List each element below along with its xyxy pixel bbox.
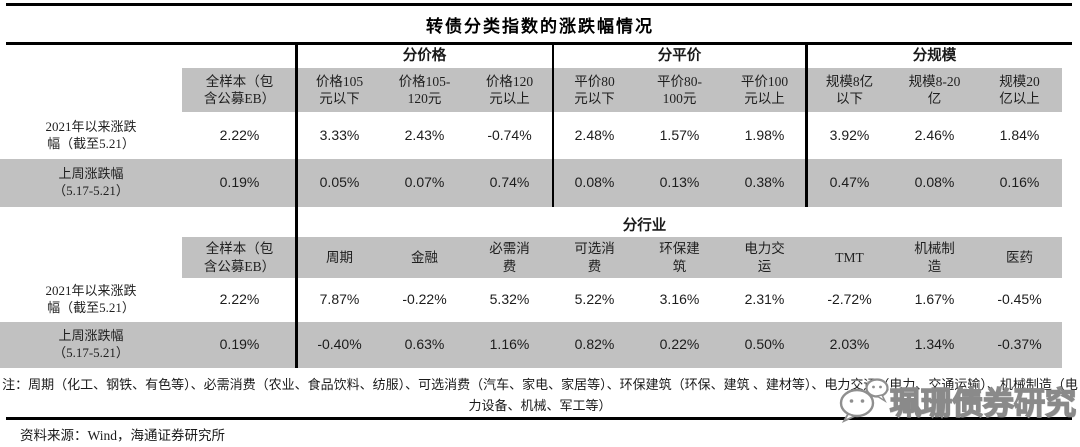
t2-ytd-val-6: 2.31% xyxy=(744,291,785,308)
separator-price-parity xyxy=(552,45,554,207)
t1-header-col-2: 价格105- 120元 xyxy=(382,68,467,112)
t1-header-col-8: 规模8-20 亿 xyxy=(892,68,977,112)
t1-ytd-full-sample: 2.22% xyxy=(219,126,260,143)
t2-lw-val-3: 1.16% xyxy=(489,336,530,353)
t1-ytd-val-3: -0.74% xyxy=(487,126,532,143)
t1-group-by-parity: 分平价 xyxy=(657,48,702,65)
t1-header-label-spacer xyxy=(0,68,182,112)
watermark-text: 珮珊债券研究 xyxy=(889,385,1076,421)
t2-lw-val-6: 0.50% xyxy=(744,336,785,353)
t2-row-lastweek: 上周涨跌幅 （5.17-5.21） 0.19% -0.40% 0.63% 1.16… xyxy=(0,322,1062,368)
footnote-line-2: 、建材等）、电力交运（电力、交通运输）、机械制造（电力设备、机械、军工等） xyxy=(468,377,1078,413)
t2-ytd-val-3: 5.32% xyxy=(489,291,530,308)
t1-lw-full-sample: 0.19% xyxy=(219,174,260,191)
t1-header-col-9: 规模20 亿以上 xyxy=(977,68,1062,112)
t1-ytd-val-8: 2.46% xyxy=(914,126,955,143)
t2-header-col-2: 金融 xyxy=(382,237,467,278)
t1-header-full-sample: 全样本（包 含公募EB） xyxy=(182,68,297,112)
t2-lw-val-5: 0.22% xyxy=(659,336,700,353)
t2-ytd-full-sample: 2.22% xyxy=(219,291,260,308)
t1-group-header-row: 分价格 分平价 分规模 xyxy=(0,45,1062,68)
t2-lw-val-2: 0.63% xyxy=(404,336,445,353)
t2-header-col-9: 医药 xyxy=(977,237,1062,278)
t2-column-header-row: 全样本（包 含公募EB） 周期 金融 必需消费 可选消费 环保建筑 电力交运 T… xyxy=(0,237,1062,278)
chat-bubbles-icon xyxy=(839,378,889,423)
t1-ytd-val-1: 3.33% xyxy=(319,126,360,143)
t2-group-spacer xyxy=(0,215,297,237)
table-title-band: 转债分类指数的涨跌幅情况 xyxy=(0,6,1080,42)
t1-header-col-4: 平价80 元以下 xyxy=(552,68,637,112)
t2-header-col-6: 电力交运 xyxy=(722,237,807,278)
t2-header-col-5: 环保建筑 xyxy=(637,237,722,278)
t1-header-col-6: 平价100 元以上 xyxy=(722,68,807,112)
t1-ytd-val-2: 2.43% xyxy=(404,126,445,143)
t2-lw-val-4: 0.82% xyxy=(574,336,615,353)
t1-column-header-row: 全样本（包 含公募EB） 价格105 元以下 价格105- 120元 价格120 元以… xyxy=(0,68,1062,112)
t1-lw-val-6: 0.38% xyxy=(744,174,785,191)
t1-group-by-price: 分价格 xyxy=(402,48,447,65)
t2-ytd-val-2: -0.22% xyxy=(402,291,447,308)
t1-lw-val-4: 0.08% xyxy=(574,174,615,191)
t2-ytd-val-5: 3.16% xyxy=(659,291,700,308)
table-title: 转债分类指数的涨跌幅情况 xyxy=(426,16,654,36)
t2-header-col-3: 必需消费 xyxy=(467,237,552,278)
t1-lw-val-2: 0.07% xyxy=(404,174,445,191)
t2-row-lastweek-label: 上周涨跌幅 （5.17-5.21） xyxy=(53,328,129,360)
t2-ytd-val-4: 5.22% xyxy=(574,291,615,308)
t2-header-full-sample: 全样本（包 含公募EB） xyxy=(182,237,297,278)
t2-ytd-val-8: 1.67% xyxy=(914,291,955,308)
bottom-rule xyxy=(6,417,1072,420)
t2-lw-full-sample: 0.19% xyxy=(219,336,260,353)
top-rule xyxy=(6,3,1072,6)
footnote: 注：周期（化工、钢铁、有色等）、必需消费（农业、食品饮料、纺服）、可选消费（汽车… xyxy=(0,374,1080,416)
t2-header-col-8: 机械制造 xyxy=(892,237,977,278)
t2-header-col-4: 可选消费 xyxy=(552,237,637,278)
t1-row-lastweek: 上周涨跌幅 （5.17-5.21） 0.19% 0.05% 0.07% 0.74%… xyxy=(0,159,1062,207)
t2-group-header-row: 分行业 xyxy=(0,215,1062,237)
t2-lw-val-9: -0.37% xyxy=(997,336,1042,353)
t2-group-by-industry: 分行业 xyxy=(622,217,667,234)
t1-ytd-val-5: 1.57% xyxy=(659,126,700,143)
t1-header-col-7: 规模8亿 以下 xyxy=(807,68,892,112)
t1-header-col-3: 价格120 元以上 xyxy=(467,68,552,112)
t1-row-lastweek-label: 上周涨跌幅 （5.17-5.21） xyxy=(53,166,129,198)
t1-lw-val-3: 0.74% xyxy=(489,174,530,191)
t1-lw-val-8: 0.08% xyxy=(914,174,955,191)
t1-group-spacer xyxy=(0,45,297,68)
t2-row-ytd: 2021年以来涨跌 幅（截至5.21） 2.22% 7.87% -0.22% 5.… xyxy=(0,278,1062,322)
t2-ytd-val-7: -2.72% xyxy=(827,291,872,308)
t1-lw-val-5: 0.13% xyxy=(659,174,700,191)
t1-header-col-1: 价格105 元以下 xyxy=(297,68,382,112)
t2-header-label-spacer xyxy=(0,237,182,278)
t1-lw-val-9: 0.16% xyxy=(999,174,1040,191)
t1-lw-val-7: 0.47% xyxy=(829,174,870,191)
t2-lw-val-7: 2.03% xyxy=(829,336,870,353)
t2-lw-val-8: 1.34% xyxy=(914,336,955,353)
title-bottom-rule xyxy=(6,42,1072,45)
t1-group-by-size: 分规模 xyxy=(912,48,957,65)
t1-ytd-val-6: 1.98% xyxy=(744,126,785,143)
t1-lw-val-1: 0.05% xyxy=(319,174,360,191)
t1-header-col-5: 平价80- 100元 xyxy=(637,68,722,112)
watermark: 珮珊债券研究 xyxy=(838,372,1080,428)
footnote-line-1: 注：周期（化工、钢铁、有色等）、必需消费（农业、食品饮料、纺服）、可选消费（汽车… xyxy=(2,377,750,392)
t2-header-col-1: 周期 xyxy=(297,237,382,278)
t2-row-ytd-label: 2021年以来涨跌 幅（截至5.21） xyxy=(45,283,137,315)
separator-after-full-sample xyxy=(295,45,298,368)
separator-parity-size xyxy=(805,45,808,207)
t2-ytd-val-1: 7.87% xyxy=(319,291,360,308)
t1-ytd-val-4: 2.48% xyxy=(574,126,615,143)
t1-ytd-val-7: 3.92% xyxy=(829,126,870,143)
t2-lw-val-1: -0.40% xyxy=(317,336,362,353)
t1-row-ytd: 2021年以来涨跌 幅（截至5.21） 2.22% 3.33% 2.43% -0.… xyxy=(0,112,1062,159)
data-source-line: 资料来源：Wind，海通证券研究所 xyxy=(20,428,225,443)
t1-row-ytd-label: 2021年以来涨跌 幅（截至5.21） xyxy=(45,118,137,151)
t2-header-col-7: TMT xyxy=(807,237,892,278)
t2-ytd-val-9: -0.45% xyxy=(997,291,1042,308)
t1-ytd-val-9: 1.84% xyxy=(999,126,1040,143)
